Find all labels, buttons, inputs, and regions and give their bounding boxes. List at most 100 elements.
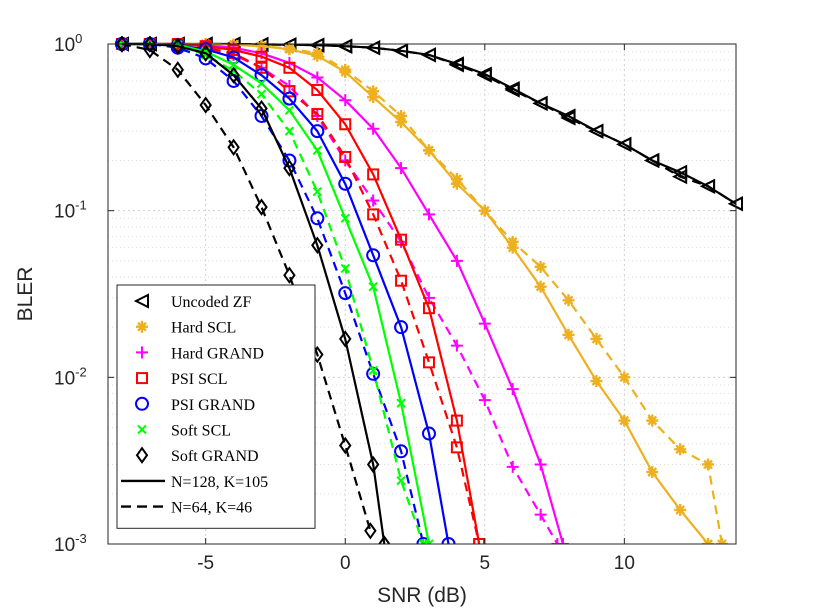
series-line [122,42,737,205]
marker-plus [478,394,491,407]
marker-square [450,414,463,427]
marker-circle [441,537,456,544]
legend-entry: N=64, K=46 [121,500,252,517]
marker-plus [450,339,463,352]
legend-label: Soft SCL [171,423,231,440]
marker-triangle [476,67,492,83]
marker-plus [478,317,491,330]
marker-plus [551,538,564,544]
marker-star [534,260,547,273]
marker-diamond [339,330,352,348]
marker-diamond [255,99,268,118]
marker-diamond [255,198,268,216]
marker-triangle [392,43,409,59]
legend: Uncoded ZF Hard SCL Hard GRAND PSI SCL PSI G… [116,284,316,529]
marker-square [283,85,296,98]
legend-entry: Hard SCL [136,320,236,337]
marker-circle [394,444,409,459]
marker-star [450,172,463,185]
marker-star [506,235,519,248]
y-tick-label: 100 [54,31,82,56]
x-tick-label: 5 [480,553,491,574]
marker-circle [416,537,431,544]
marker-plus [506,383,519,396]
marker-triangle [560,110,576,126]
marker-square [473,538,486,544]
marker-star [674,503,687,516]
marker-diamond [143,36,157,53]
marker-circle [254,68,269,83]
marker-x [284,105,295,116]
marker-star [283,42,296,55]
series-line [122,42,386,544]
marker-circle [421,426,436,441]
y-tick-label: 10-3 [54,531,87,556]
marker-triangle [671,169,688,185]
marker-star [255,40,268,53]
marker-square [367,208,380,221]
marker-star [674,443,687,456]
marker-diamond [311,236,324,254]
legend-label: Soft GRAND [171,448,259,465]
marker-triangle [644,152,660,169]
marker-diamond [115,36,129,53]
y-axis-label: BLER [14,267,37,322]
marker-star [422,144,435,157]
marker-diamond [199,44,212,62]
marker-plus [422,208,435,221]
marker-star [562,328,575,341]
marker-star [562,294,575,307]
series-line [122,42,737,205]
legend-box [116,284,316,529]
marker-x [256,89,267,99]
marker-diamond [199,96,212,114]
marker-plus [367,122,380,135]
marker-x [256,78,267,89]
x-tick-label: -5 [197,553,214,574]
marker-star [339,63,352,76]
marker-x [340,263,350,274]
marker-circle [394,320,409,335]
marker-diamond [135,446,149,464]
marker-square [311,83,324,96]
marker-triangle [420,47,436,63]
legend-entry: PSI SCL [136,371,227,388]
marker-x [396,398,406,408]
marker-triangle [504,82,520,98]
x-axis-label: SNR (dB) [377,584,467,607]
marker-circle [338,176,353,191]
series-13 [115,36,377,540]
marker-triangle [699,178,716,194]
marker-diamond [283,266,296,284]
marker-plus [339,94,352,107]
marker-diamond [283,159,296,177]
legend-label: N=128, K=105 [171,474,268,491]
marker-plus [506,460,519,473]
marker-circle [310,211,325,226]
marker-x [418,539,429,544]
marker-square [255,50,268,63]
ticks: -5 0 5 10 100 10-1 10-2 10-3 [54,31,736,574]
marker-x [340,213,350,224]
marker-square [339,150,352,163]
marker-square [136,372,148,385]
marker-circle [282,91,297,106]
marker-circle [338,286,353,301]
marker-plus [534,508,547,521]
y-tick-label: 10-2 [54,364,87,389]
marker-x [312,145,323,156]
marker-diamond [378,535,391,544]
marker-square [367,168,380,181]
marker-circle [366,248,381,263]
marker-star [702,458,715,471]
marker-star [646,466,659,479]
marker-square [255,61,268,74]
legend-entry: N=128, K=105 [121,474,268,491]
marker-square [311,108,324,121]
marker-square [422,356,435,369]
legend-entry: Uncoded ZF [133,293,252,311]
marker-triangle [532,95,548,112]
series-12 [115,36,391,544]
marker-plus [367,194,380,207]
marker-square [395,274,408,287]
